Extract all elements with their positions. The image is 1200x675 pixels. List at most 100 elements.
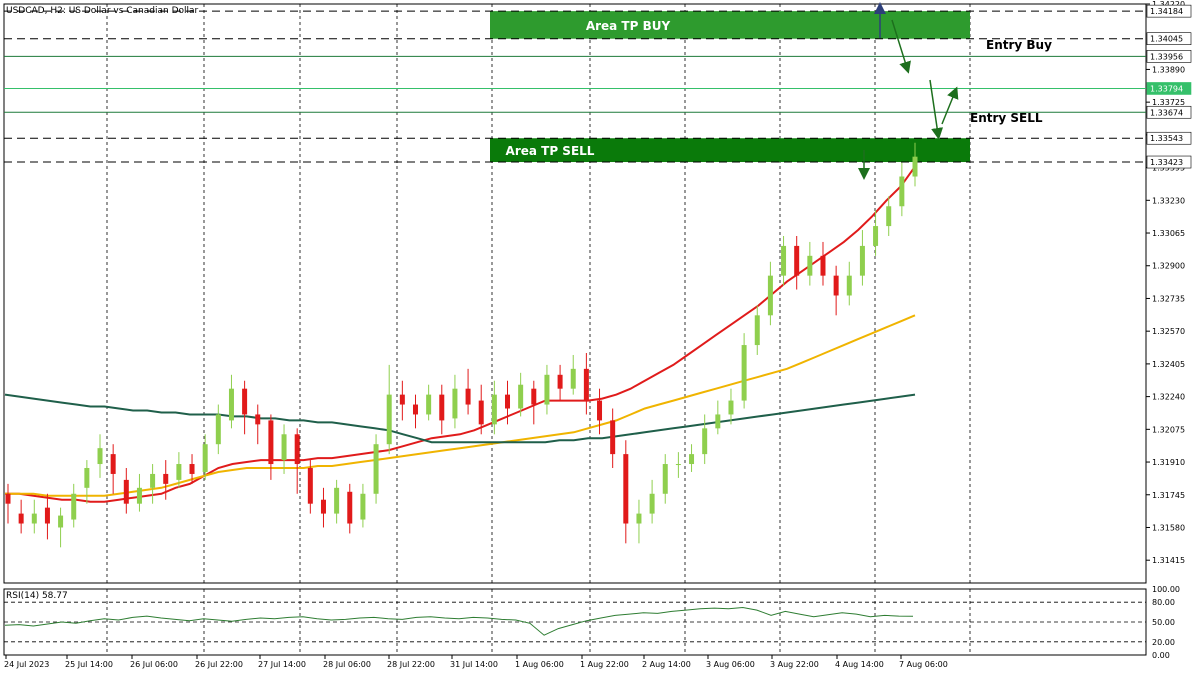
candle-body	[478, 400, 484, 425]
candle-body	[281, 434, 287, 461]
candle-body	[557, 374, 563, 389]
price-level-label: 1.33956	[1150, 52, 1183, 61]
time-axis-label: 31 Jul 14:00	[450, 660, 498, 669]
candle-body	[623, 454, 629, 524]
candle-body	[610, 420, 616, 455]
chart-symbol-title: USDCAD, H2: US Dollar vs Canadian Dollar	[6, 6, 199, 16]
candle-body	[123, 479, 129, 504]
zone-label-sell: Area TP SELL	[506, 144, 595, 158]
time-axis-label: 28 Jul 22:00	[387, 660, 435, 669]
time-axis-label: 3 Aug 06:00	[706, 660, 755, 669]
price-tick-label: 1.33230	[1152, 196, 1185, 205]
price-level-tag	[1146, 32, 1192, 46]
time-axis-label: 7 Aug 06:00	[899, 660, 948, 669]
candle-body	[505, 394, 511, 409]
price-level-label: 1.34184	[1150, 7, 1183, 16]
price-level-label: 1.33674	[1150, 108, 1183, 117]
candle-body	[715, 414, 721, 429]
candle-body	[320, 499, 326, 514]
candle-body	[452, 388, 458, 419]
moving-average-line	[5, 166, 916, 503]
candle-body	[242, 388, 248, 415]
rsi-scale-label: 50.00	[1152, 618, 1175, 627]
time-axis-label: 3 Aug 22:00	[770, 660, 819, 669]
time-axis-label: 4 Aug 14:00	[835, 660, 884, 669]
price-tick-label: 1.32570	[1152, 327, 1185, 336]
time-axis-label: 26 Jul 06:00	[130, 660, 178, 669]
rsi-label: RSI(14) 58.77	[6, 591, 68, 601]
candle-body	[255, 414, 261, 425]
arrow-down-sell	[929, 79, 944, 140]
candle-body	[544, 374, 550, 405]
rsi-line	[4, 606, 914, 636]
price-tick-label: 1.33065	[1152, 229, 1185, 238]
price-level-tag	[1146, 155, 1192, 169]
candle-body	[347, 491, 353, 524]
candle-body	[859, 245, 865, 276]
candle-body	[412, 404, 418, 415]
candle-body	[833, 275, 839, 296]
candle-body	[465, 388, 471, 405]
time-axis-label: 1 Aug 06:00	[515, 660, 564, 669]
price-tick-label: 1.33725	[1152, 98, 1185, 107]
moving-average-line	[5, 314, 916, 497]
candle-body	[649, 493, 655, 514]
tp-zone	[490, 138, 970, 163]
candle-body	[189, 464, 195, 474]
rsi-scale-label: 20.00	[1152, 638, 1175, 647]
moving-average-line	[4, 393, 916, 444]
time-axis-label: 25 Jul 14:00	[65, 660, 113, 669]
candle-body	[518, 384, 524, 409]
candle-body	[228, 388, 234, 421]
tp-zone	[490, 11, 970, 39]
price-tick-label: 1.33890	[1152, 65, 1185, 74]
price-pane-frame	[3, 3, 1147, 584]
candle-body	[58, 515, 64, 528]
price-level-label: 1.33794	[1150, 84, 1183, 93]
time-axis-label: 26 Jul 22:00	[195, 660, 243, 669]
candle-body	[71, 493, 77, 520]
candle-body	[583, 368, 589, 401]
price-level-label: 1.33543	[1150, 134, 1183, 143]
candle-body	[689, 454, 695, 465]
price-level-label: 1.34045	[1150, 35, 1183, 44]
candle-body	[136, 487, 142, 504]
candle-body	[741, 345, 747, 401]
candle-body	[373, 444, 379, 494]
candle-body	[294, 434, 300, 465]
candle-body	[846, 275, 852, 296]
arrow-down-entry	[891, 19, 911, 74]
price-tick-label: 1.32240	[1152, 393, 1185, 402]
candle-body	[176, 464, 182, 480]
time-axis-label: 28 Jul 06:00	[323, 660, 371, 669]
candle-body	[426, 394, 432, 415]
candle-body	[912, 156, 918, 177]
candle-body	[807, 255, 813, 276]
candle-body	[399, 394, 405, 405]
annotation-entry-sell: Entry SELL	[970, 111, 1043, 125]
price-tick-label: 1.31910	[1152, 458, 1185, 467]
candle-body	[754, 315, 760, 346]
candle-body	[728, 400, 734, 415]
zone-label-buy: Area TP BUY	[586, 19, 671, 33]
price-tick-label: 1.31415	[1152, 556, 1185, 565]
candle-body	[84, 467, 90, 488]
candle-body	[702, 428, 708, 455]
candle-body	[820, 255, 826, 276]
candle-body	[268, 420, 274, 465]
price-level-label: 1.33423	[1150, 158, 1183, 167]
candle-body	[570, 368, 576, 389]
candle-body	[163, 473, 169, 484]
candle-body	[597, 400, 603, 421]
price-tick-label: 1.32735	[1152, 294, 1185, 303]
price-tick-label: 1.31745	[1152, 491, 1185, 500]
candle-body	[491, 394, 497, 425]
candle-body	[360, 493, 366, 520]
candle-body	[386, 394, 392, 445]
candle-body	[531, 388, 537, 405]
candle-body	[873, 226, 879, 246]
candle-body	[781, 245, 787, 276]
rsi-scale-label: 100.00	[1152, 585, 1180, 594]
